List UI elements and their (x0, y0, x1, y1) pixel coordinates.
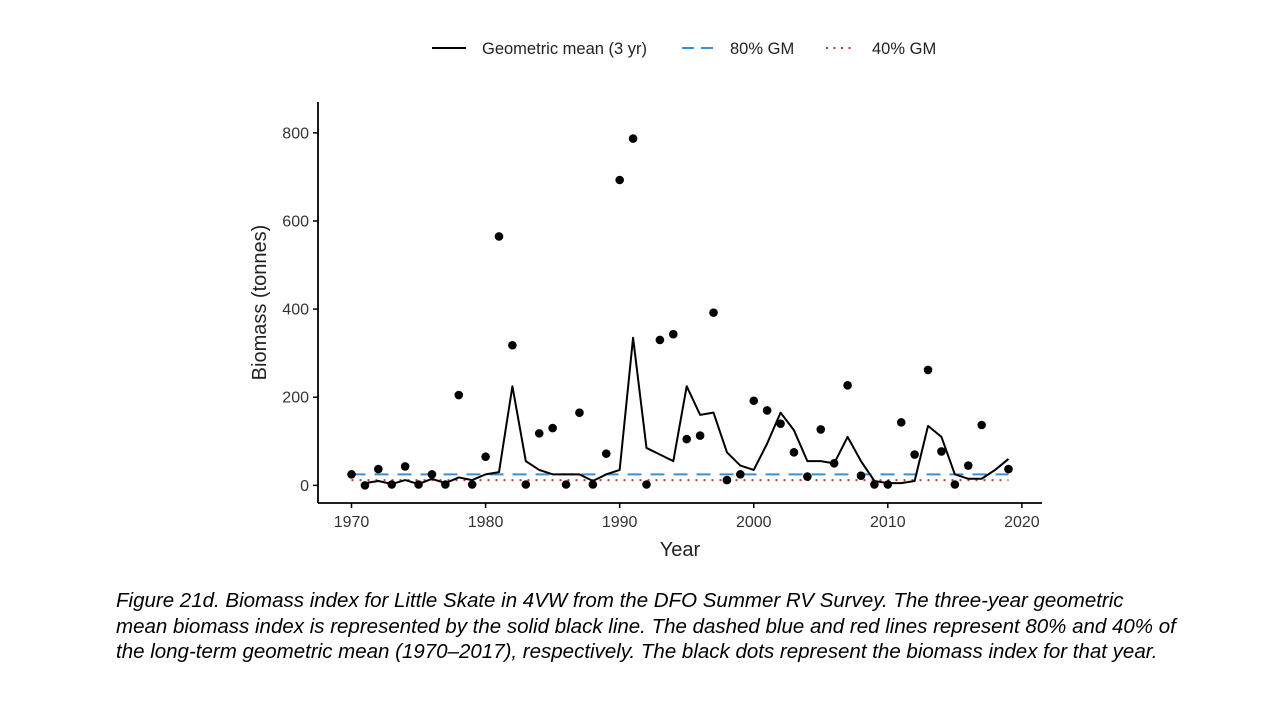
plot-area (347, 134, 1013, 490)
biomass-point (776, 419, 785, 428)
biomass-point (695, 431, 705, 440)
legend-label: 40% GM (872, 40, 936, 58)
biomass-point (803, 472, 812, 481)
biomass-point (923, 365, 933, 375)
biomass-point (977, 420, 986, 430)
biomass-point (709, 308, 718, 317)
biomass-point (963, 461, 973, 470)
biomass-point (655, 335, 665, 345)
biomass-point (628, 134, 638, 143)
biomass-point (856, 471, 866, 480)
biomass-point (816, 425, 826, 434)
biomass-point (736, 470, 745, 479)
biomass-point (588, 480, 598, 489)
biomass-point (615, 175, 624, 185)
biomass-point (601, 449, 611, 458)
biomass-point (521, 480, 531, 489)
biomass-point (427, 470, 437, 479)
biomass-point (561, 480, 571, 489)
biomass-point (534, 429, 544, 438)
biomass-point (937, 447, 946, 456)
x-tick-label: 2010 (870, 514, 906, 531)
biomass-point (642, 480, 651, 489)
y-tick-label: 600 (282, 213, 309, 230)
biomass-point (1004, 464, 1013, 474)
biomass-point (400, 462, 410, 471)
x-tick-label: 1970 (334, 514, 370, 531)
legend-label: Geometric mean (3 yr) (482, 40, 647, 58)
biomass-point (950, 480, 960, 489)
biomass-point (870, 480, 879, 489)
x-tick-label: 1990 (602, 514, 638, 531)
biomass-point (910, 450, 919, 459)
y-axis-title: Biomass (tonnes) (249, 225, 271, 381)
x-axis-title: Year (660, 539, 701, 561)
x-tick-label: 2000 (736, 514, 772, 531)
biomass-point (508, 340, 517, 350)
biomass-point (749, 396, 759, 406)
biomass-point (347, 470, 356, 479)
biomass-point (896, 418, 906, 427)
legend-label: 80% GM (730, 40, 794, 58)
legend: Geometric mean (3 yr) 80% GM 40% GM (432, 40, 936, 58)
x-tick-label: 1980 (468, 514, 504, 531)
x-tick-label: 2020 (1004, 514, 1040, 531)
y-ticks: 0 200 400 600 800 (282, 125, 318, 495)
biomass-point (575, 408, 584, 417)
biomass-point (441, 480, 450, 489)
biomass-point (414, 480, 423, 489)
biomass-point (548, 423, 557, 433)
geometric-mean-line (364, 336, 1010, 486)
y-tick-label: 800 (282, 125, 309, 142)
axes: 0 200 400 600 800 1970 1980 1990 2000 2010 2020 Y… (249, 102, 1042, 561)
y-tick-label: 200 (282, 390, 309, 407)
biomass-point (762, 406, 772, 415)
biomass-point (722, 475, 732, 485)
biomass-point (682, 434, 692, 444)
chart: Geometric mean (3 yr) 80% GM 40% GM 0 200 40… (249, 40, 1042, 561)
biomass-point (883, 480, 893, 489)
biomass-point (481, 452, 490, 462)
biomass-point (668, 329, 678, 339)
y-tick-label: 0 (300, 478, 309, 495)
y-tick-label: 400 (282, 302, 309, 319)
biomass-point (494, 232, 504, 241)
biomass-point (387, 480, 397, 489)
biomass-point (454, 390, 464, 400)
x-ticks: 1970 1980 1990 2000 2010 2020 (334, 503, 1040, 531)
biomass-point (789, 448, 799, 457)
biomass-point (374, 464, 383, 474)
figure-caption: Figure 21d. Biomass index for Little Ska… (116, 589, 1176, 663)
biomass-point (360, 481, 370, 490)
biomass-point (843, 381, 852, 390)
biomass-point (829, 459, 839, 468)
biomass-point (467, 480, 477, 489)
